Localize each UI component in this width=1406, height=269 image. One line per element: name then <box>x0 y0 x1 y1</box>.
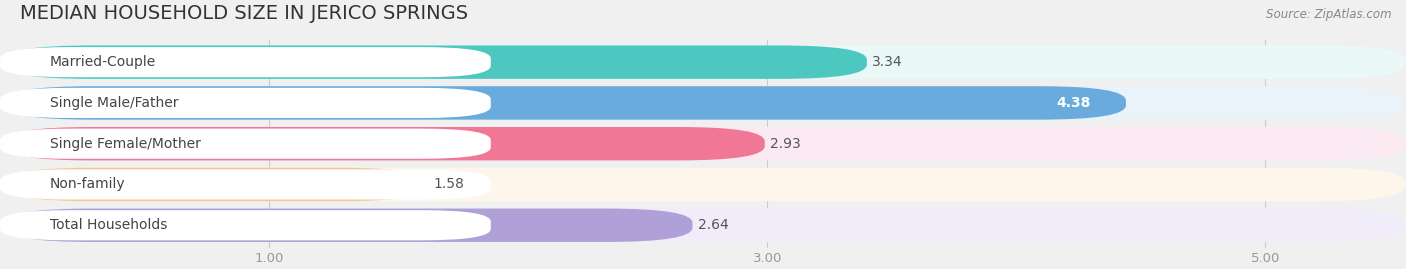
FancyBboxPatch shape <box>6 86 1126 120</box>
Text: 1.58: 1.58 <box>433 178 464 192</box>
FancyBboxPatch shape <box>6 168 429 201</box>
FancyBboxPatch shape <box>6 86 1405 120</box>
FancyBboxPatch shape <box>0 47 491 77</box>
Text: Non-family: Non-family <box>49 178 125 192</box>
Text: Source: ZipAtlas.com: Source: ZipAtlas.com <box>1267 8 1392 21</box>
Text: 2.64: 2.64 <box>697 218 728 232</box>
FancyBboxPatch shape <box>6 208 693 242</box>
FancyBboxPatch shape <box>6 45 868 79</box>
FancyBboxPatch shape <box>6 208 1405 242</box>
FancyBboxPatch shape <box>6 168 1405 201</box>
FancyBboxPatch shape <box>0 169 491 200</box>
Text: 4.38: 4.38 <box>1057 96 1091 110</box>
Text: 3.34: 3.34 <box>872 55 903 69</box>
Text: Married-Couple: Married-Couple <box>49 55 156 69</box>
Text: Total Households: Total Households <box>49 218 167 232</box>
FancyBboxPatch shape <box>0 88 491 118</box>
FancyBboxPatch shape <box>6 45 1405 79</box>
FancyBboxPatch shape <box>0 210 491 240</box>
FancyBboxPatch shape <box>6 127 765 160</box>
Text: Single Female/Mother: Single Female/Mother <box>49 137 201 151</box>
FancyBboxPatch shape <box>0 129 491 159</box>
Text: Single Male/Father: Single Male/Father <box>49 96 179 110</box>
Text: 2.93: 2.93 <box>769 137 800 151</box>
Text: MEDIAN HOUSEHOLD SIZE IN JERICO SPRINGS: MEDIAN HOUSEHOLD SIZE IN JERICO SPRINGS <box>20 4 468 23</box>
FancyBboxPatch shape <box>6 127 1405 160</box>
